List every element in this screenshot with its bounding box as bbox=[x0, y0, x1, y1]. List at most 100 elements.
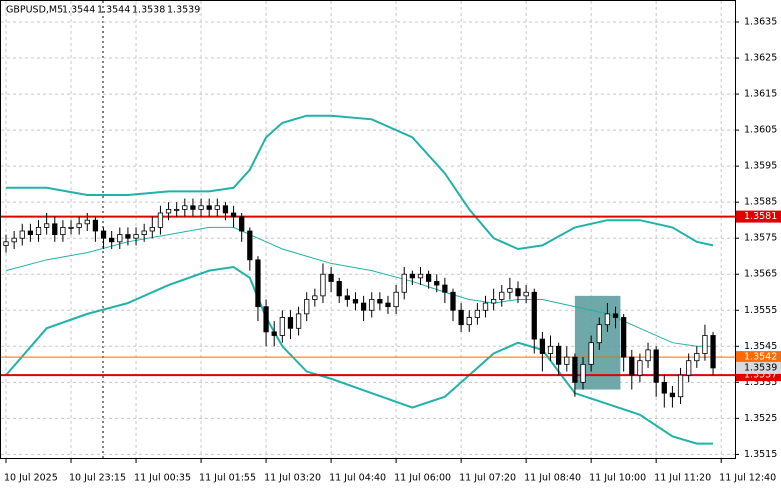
candle-body bbox=[466, 317, 472, 326]
candle-body bbox=[344, 295, 350, 300]
candle-body bbox=[239, 216, 245, 232]
price-tag-label: 1.3581 bbox=[744, 211, 777, 222]
x-tick-label: 11 Jul 08:40 bbox=[524, 473, 581, 484]
candle-body bbox=[482, 302, 489, 311]
candle-body bbox=[442, 284, 448, 293]
candle-body bbox=[572, 356, 578, 383]
candle-body bbox=[247, 230, 253, 261]
candle-body bbox=[580, 363, 586, 383]
candle-body bbox=[588, 342, 594, 365]
y-tick-label: 1.3605 bbox=[744, 125, 777, 136]
candle-body bbox=[92, 219, 99, 232]
candle-body bbox=[409, 273, 415, 279]
candle-body bbox=[149, 226, 155, 232]
candle-body bbox=[198, 205, 204, 210]
quote-close: 1.3539 bbox=[167, 5, 200, 16]
candle-body bbox=[206, 205, 212, 210]
x-tick-label: 10 Jul 23:15 bbox=[69, 473, 126, 484]
y-tick-label: 1.3585 bbox=[744, 197, 777, 208]
candle-body bbox=[27, 230, 34, 236]
y-tick-label: 1.3635 bbox=[744, 17, 777, 28]
candle-body bbox=[507, 288, 513, 293]
candle-body bbox=[434, 281, 440, 286]
candle-body bbox=[458, 309, 464, 326]
candle-body bbox=[44, 223, 50, 228]
x-tick-label: 11 Jul 03:20 bbox=[264, 473, 321, 484]
candle-body bbox=[84, 219, 90, 225]
candle-body bbox=[669, 392, 676, 398]
candle-body bbox=[377, 299, 383, 304]
candle-body bbox=[3, 241, 9, 246]
candle-body bbox=[328, 273, 334, 282]
candle-body bbox=[369, 299, 375, 311]
x-tick-label: 11 Jul 11:20 bbox=[654, 473, 711, 484]
candle-body bbox=[499, 291, 505, 300]
quote-low: 1.3538 bbox=[132, 5, 165, 16]
candle-body bbox=[165, 208, 172, 214]
y-tick-label: 1.3615 bbox=[744, 89, 777, 100]
candle-body bbox=[295, 313, 302, 329]
candle-body bbox=[68, 226, 74, 229]
bollinger-band bbox=[5, 265, 714, 445]
candle-body bbox=[230, 212, 237, 217]
candle-body bbox=[686, 360, 692, 376]
candle-body bbox=[271, 331, 277, 336]
candle-body bbox=[425, 273, 432, 282]
candle-body bbox=[702, 335, 708, 354]
candle-body bbox=[214, 205, 220, 210]
candle-body bbox=[556, 345, 562, 365]
y-tick-label: 1.3575 bbox=[744, 233, 777, 244]
x-tick-label: 11 Jul 00:35 bbox=[134, 473, 191, 484]
x-tick-label: 10 Jul 2025 bbox=[4, 473, 58, 484]
price-tag-label: 1.3539 bbox=[744, 362, 777, 373]
quote-high: 1.3544 bbox=[97, 5, 130, 16]
candle-body bbox=[141, 230, 147, 236]
y-tick-label: 1.3545 bbox=[744, 341, 777, 352]
candle-body bbox=[612, 313, 619, 318]
candle-body bbox=[621, 317, 627, 358]
candle-body bbox=[360, 302, 367, 311]
plot-frame bbox=[0, 0, 736, 459]
candle-body bbox=[117, 234, 123, 243]
x-tick-label: 11 Jul 06:00 bbox=[394, 473, 451, 484]
price-tag bbox=[736, 361, 781, 374]
x-tick-label: 11 Jul 01:55 bbox=[199, 473, 256, 484]
y-tick-label: 1.3515 bbox=[744, 449, 777, 460]
candle-body bbox=[637, 360, 643, 376]
candle-body bbox=[19, 230, 25, 239]
y-tick-label: 1.3625 bbox=[744, 53, 777, 64]
y-tick-label: 1.3535 bbox=[744, 377, 777, 388]
candle-body bbox=[125, 234, 131, 239]
candle-body bbox=[60, 226, 66, 236]
candle-body bbox=[255, 259, 261, 308]
candle-body bbox=[401, 273, 407, 293]
price-tag bbox=[736, 351, 781, 364]
candle-body bbox=[109, 237, 115, 243]
bollinger-band bbox=[6, 114, 714, 251]
candle-body bbox=[174, 208, 180, 211]
price-tag-label: 1.3542 bbox=[744, 352, 777, 363]
candle-body bbox=[661, 381, 667, 394]
candle-body bbox=[564, 356, 570, 365]
candle-body bbox=[312, 295, 318, 300]
y-tick-label: 1.3555 bbox=[744, 305, 777, 316]
candle-body bbox=[539, 338, 546, 354]
y-tick-label: 1.3595 bbox=[744, 161, 777, 172]
candle-body bbox=[547, 345, 554, 354]
y-tick-label: 1.3525 bbox=[744, 413, 777, 424]
candle-body bbox=[190, 205, 196, 210]
candle-body bbox=[320, 273, 326, 297]
x-tick-label: 11 Jul 07:20 bbox=[459, 473, 516, 484]
candle-body bbox=[263, 306, 269, 333]
x-tick-label: 11 Jul 12:40 bbox=[719, 473, 776, 484]
candle-body bbox=[450, 291, 456, 311]
candle-body bbox=[523, 291, 529, 297]
candle-body bbox=[182, 205, 188, 210]
candle-body bbox=[52, 223, 58, 236]
candle-body bbox=[531, 291, 537, 340]
candle-body bbox=[287, 317, 294, 329]
candle-body bbox=[279, 317, 285, 336]
candle-body bbox=[474, 309, 481, 318]
